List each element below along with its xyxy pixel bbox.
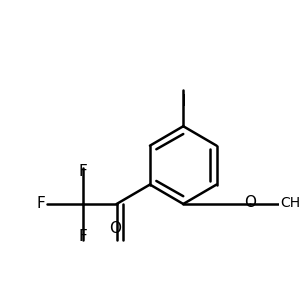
Text: CH₃: CH₃ [280, 196, 300, 210]
Text: F: F [79, 164, 88, 179]
Text: O: O [109, 221, 121, 236]
Text: F: F [79, 229, 88, 244]
Text: O: O [244, 195, 256, 210]
Text: F: F [36, 196, 45, 211]
Text: I: I [181, 94, 185, 109]
